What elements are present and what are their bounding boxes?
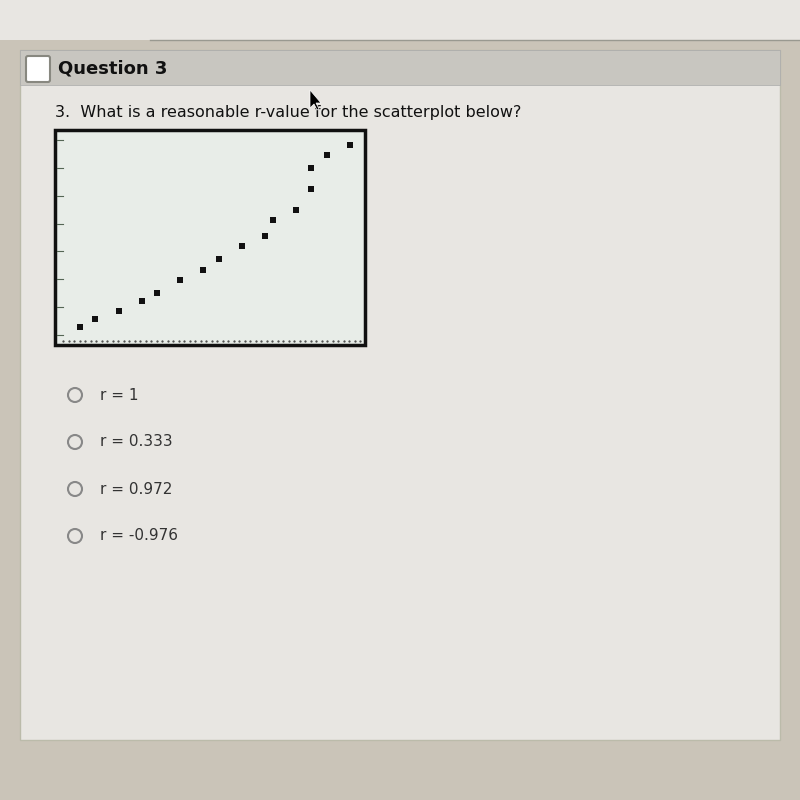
Bar: [293, 207, 299, 213]
Text: Question 3: Question 3: [58, 59, 167, 77]
Bar: [270, 218, 276, 223]
FancyBboxPatch shape: [20, 50, 780, 740]
Text: 3.  What is a reasonable r-value for the scatterplot below?: 3. What is a reasonable r-value for the …: [55, 105, 522, 119]
Bar: [138, 298, 145, 304]
Bar: [309, 186, 314, 192]
Bar: [309, 166, 314, 171]
Text: r = 0.333: r = 0.333: [100, 434, 173, 450]
Bar: [201, 266, 206, 273]
FancyBboxPatch shape: [26, 56, 50, 82]
Bar: [347, 142, 353, 148]
Bar: [178, 278, 183, 283]
Bar: [216, 256, 222, 262]
Bar: [262, 233, 268, 239]
Bar: [77, 324, 83, 330]
Polygon shape: [310, 90, 321, 110]
FancyBboxPatch shape: [55, 130, 365, 345]
Text: r = 1: r = 1: [100, 387, 138, 402]
Bar: [154, 290, 160, 296]
Bar: [0, 0, 800, 40]
Bar: [93, 316, 98, 322]
Bar: [239, 243, 245, 250]
Text: r = 0.972: r = 0.972: [100, 482, 172, 497]
Bar: [324, 152, 330, 158]
Text: r = -0.976: r = -0.976: [100, 529, 178, 543]
Bar: [115, 308, 122, 314]
Bar: [20, 50, 780, 85]
